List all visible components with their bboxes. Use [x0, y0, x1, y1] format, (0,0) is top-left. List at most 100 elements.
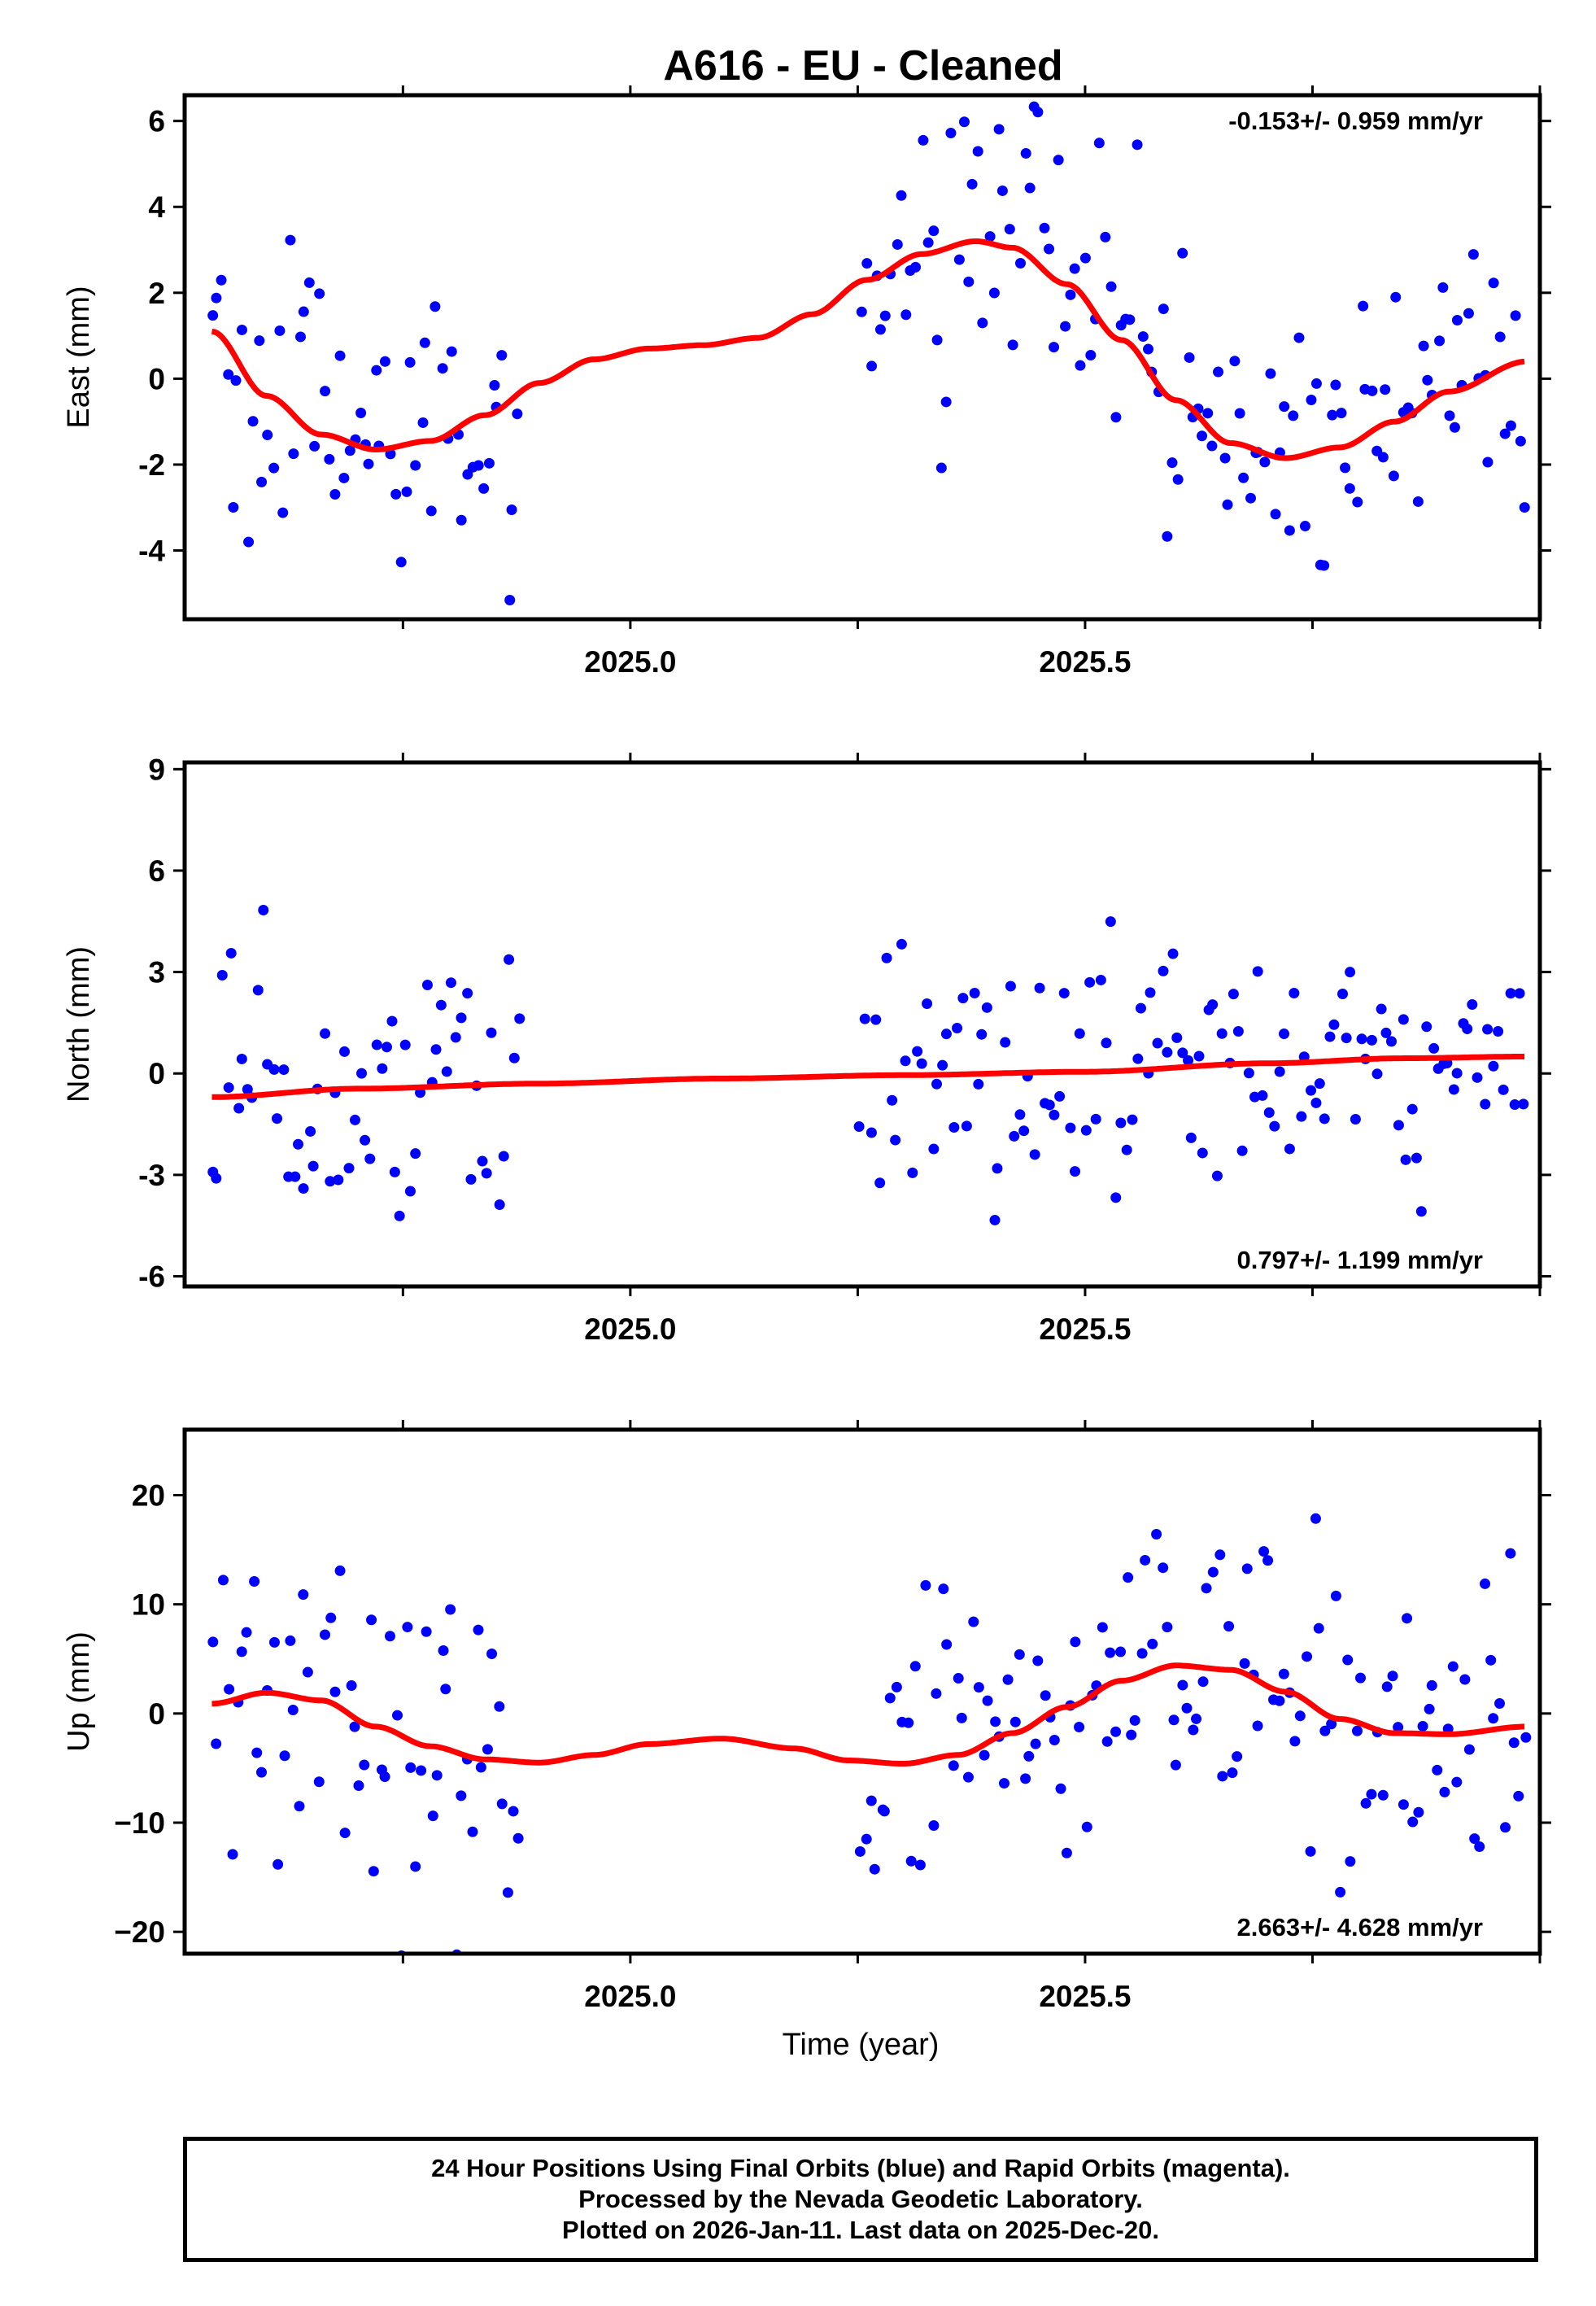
footer-line-1: 24 Hour Positions Using Final Orbits (bl… [431, 2154, 1290, 2182]
north-data-point [976, 1029, 988, 1040]
east-data-point [207, 310, 219, 321]
east-data-point [1463, 308, 1474, 319]
up-data-point [431, 1770, 443, 1781]
east-data-point [489, 380, 500, 391]
north-data-point [1380, 1027, 1392, 1038]
north-data-point [1049, 1109, 1060, 1120]
east-data-point [963, 276, 975, 287]
east-data-point [1279, 401, 1290, 413]
east-data-point [355, 408, 367, 419]
north-data-point [1058, 988, 1070, 999]
up-data-point [421, 1626, 432, 1637]
north-data-point [874, 1177, 886, 1189]
north-y-tick-label: -6 [138, 1260, 165, 1294]
up-data-point [953, 1673, 964, 1684]
east-data-point [1380, 384, 1391, 395]
east-panel: 2025.0 2025.5 -4 -2 0 2 4 6 East (mm) -0.153+/- 0… [62, 85, 1551, 679]
north-data-point [1279, 1029, 1290, 1040]
north-data-point [1228, 989, 1239, 1000]
north-data-point [293, 1138, 304, 1150]
north-data-point [410, 1148, 421, 1160]
east-data-point [1327, 409, 1338, 421]
north-data-point [973, 1078, 984, 1090]
up-data-point [1439, 1786, 1450, 1797]
east-data-point [866, 360, 878, 372]
east-data-point [1202, 408, 1214, 419]
up-data-point [402, 1622, 413, 1633]
north-data-point [1232, 1026, 1244, 1037]
north-data-point [445, 977, 456, 989]
up-data-point [379, 1771, 390, 1783]
east-y-tick-label: -4 [138, 535, 165, 568]
north-data-point [486, 1027, 497, 1038]
east-data-point [1197, 430, 1208, 442]
east-data-point [228, 501, 239, 513]
north-data-point [1337, 989, 1349, 1000]
north-data-point [1421, 1021, 1432, 1033]
north-data-point [1415, 1206, 1427, 1217]
north-data-point [1518, 1098, 1529, 1110]
up-data-point [1360, 1797, 1371, 1809]
east-data-point [1162, 531, 1173, 542]
up-data-point [1488, 1713, 1499, 1724]
east-data-point [1234, 408, 1245, 419]
north-data-point [272, 1113, 283, 1125]
east-data-point [243, 536, 255, 548]
east-data-point [363, 458, 374, 469]
up-data-point [1140, 1554, 1151, 1566]
east-y-tick-label: 0 [148, 362, 165, 395]
north-data-point [1162, 1046, 1173, 1058]
north-data-point [887, 1094, 898, 1106]
up-data-point [973, 1682, 984, 1693]
up-data-point [1305, 1845, 1316, 1857]
east-data-point [1020, 147, 1031, 159]
north-data-point [216, 970, 228, 981]
north-data-point [225, 947, 237, 959]
north-data-point [1005, 980, 1016, 992]
up-data-point [903, 1717, 914, 1728]
east-data-point [1377, 452, 1389, 463]
east-data-point [1085, 349, 1097, 360]
north-data-point [1074, 1028, 1085, 1039]
east-data-point [1288, 410, 1299, 421]
north-data-point [1095, 974, 1106, 985]
east-data-point [1137, 331, 1149, 343]
north-data-point [325, 1176, 336, 1187]
north-data-point [969, 988, 980, 999]
up-data-point [1407, 1816, 1419, 1828]
east-data-point [1340, 462, 1351, 474]
north-data-point [1328, 1019, 1340, 1030]
east-data-point [1069, 263, 1080, 274]
up-data-point [1070, 1636, 1081, 1648]
east-data-point [437, 363, 448, 374]
up-data-point [1207, 1566, 1219, 1578]
north-data-point [1167, 948, 1179, 959]
up-data-point [416, 1765, 427, 1776]
east-data-point [1270, 509, 1281, 520]
north-data-point [1029, 1149, 1040, 1160]
east-data-point [935, 462, 947, 474]
up-points [207, 1513, 1532, 1954]
north-data-point [890, 1134, 901, 1146]
north-x-tick-label: 2025.0 [584, 1312, 676, 1346]
up-data-point [1188, 1724, 1199, 1736]
east-data-point [900, 309, 912, 321]
north-data-point [343, 1163, 355, 1174]
north-data-point [268, 1063, 280, 1075]
up-data-point [1136, 1648, 1148, 1659]
north-data-point [928, 1143, 940, 1155]
north-points [207, 905, 1529, 1225]
north-data-point [1514, 988, 1525, 999]
north-data-point [1467, 999, 1478, 1011]
east-data-point [506, 504, 517, 516]
up-data-point [1032, 1655, 1044, 1666]
up-data-point [1505, 1548, 1516, 1559]
north-data-point [462, 988, 473, 999]
up-data-point [1258, 1546, 1270, 1557]
north-data-point [258, 905, 269, 916]
north-data-point [360, 1134, 371, 1146]
north-data-point [481, 1168, 492, 1179]
up-y-axis-label: Up (mm) [62, 1631, 96, 1752]
up-data-point [1126, 1729, 1137, 1740]
up-data-point [1151, 1528, 1162, 1540]
